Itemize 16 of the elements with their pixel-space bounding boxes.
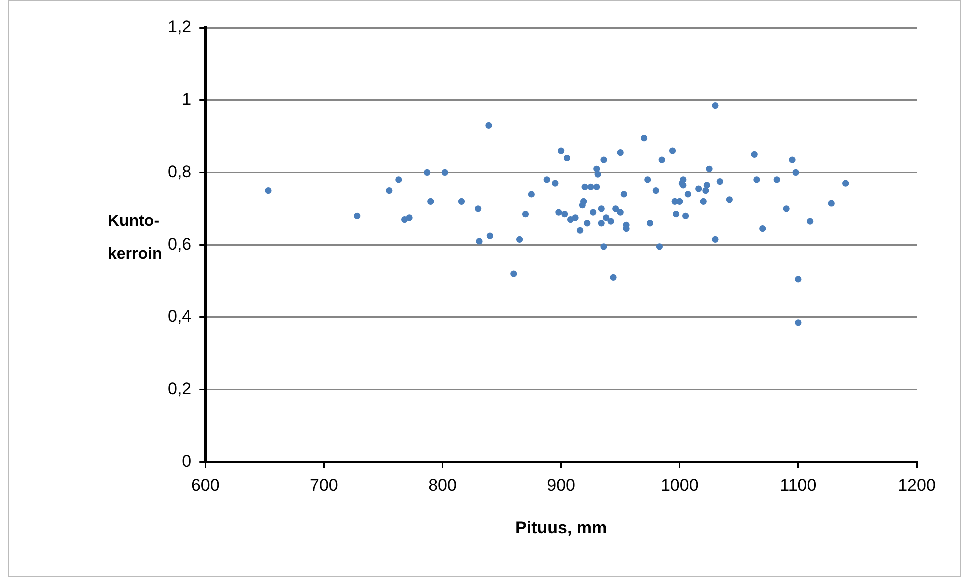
y-tick-label: 1 xyxy=(182,90,192,110)
x-tick-label: 900 xyxy=(547,476,576,496)
y-tick-label: 0 xyxy=(182,452,192,471)
y-tick-label: 0,4 xyxy=(168,307,192,326)
x-axis-title: Pituus, mm xyxy=(516,518,608,538)
x-tick-label: 1200 xyxy=(898,476,936,496)
x-tick-label: 1100 xyxy=(780,476,817,496)
y-tick-label: 1,2 xyxy=(168,18,192,37)
x-tick-label: 800 xyxy=(428,476,457,496)
y-tick-label: 0,6 xyxy=(168,234,192,254)
y-tick-label: 0,8 xyxy=(168,162,192,182)
x-tick-label: 600 xyxy=(191,476,220,496)
x-tick-label: 1000 xyxy=(660,476,699,496)
x-tick-label: 700 xyxy=(310,476,338,496)
y-axis-title: Kunto-kerroin xyxy=(108,213,162,263)
y-tick-label: 0,2 xyxy=(168,380,192,399)
